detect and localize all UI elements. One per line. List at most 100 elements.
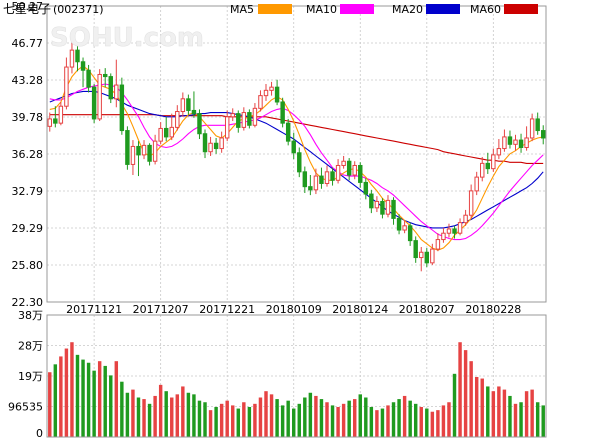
candle-body — [169, 126, 174, 138]
volume-bar — [286, 400, 290, 437]
volume-bar — [474, 376, 479, 437]
candle-body — [175, 111, 180, 128]
volume-bar — [258, 397, 263, 437]
volume-bar — [463, 350, 468, 437]
candle-body — [302, 171, 308, 188]
candle-body — [452, 228, 457, 234]
candle-body — [197, 113, 202, 135]
volume-bar — [386, 405, 390, 437]
volume-bar — [402, 395, 407, 437]
candle-body — [80, 61, 86, 71]
volume-bar — [491, 391, 496, 437]
candle — [324, 165, 330, 187]
candle-body — [424, 251, 430, 264]
volume-bar — [436, 410, 440, 437]
candle — [402, 220, 407, 234]
candle — [191, 91, 197, 118]
candle — [102, 68, 108, 88]
volume-bar — [269, 394, 274, 437]
candle-body — [202, 133, 208, 153]
candle — [335, 159, 341, 184]
candle-body — [541, 130, 546, 139]
volume-bar — [192, 394, 196, 437]
label-layer: 七星电子 (002371) SOHU.com 50.27 46.77 43.28 39… — [3, 0, 521, 440]
candle — [541, 125, 546, 145]
legend-label-ma60: MA60 — [470, 3, 501, 16]
candle-body — [186, 98, 191, 111]
stock-code: (002371) — [53, 3, 104, 16]
candle-body — [496, 148, 502, 156]
volume-bar — [219, 403, 224, 437]
candle-body — [219, 137, 224, 150]
candle-body — [513, 139, 518, 145]
volume-bar — [397, 399, 401, 437]
volume-bar — [158, 384, 163, 437]
candle — [319, 167, 324, 189]
volume-bar — [64, 348, 69, 437]
candle-body — [58, 105, 64, 124]
candle — [236, 110, 241, 133]
ma60-layer — [49, 114, 544, 164]
candle-body — [446, 228, 452, 234]
candle — [274, 79, 280, 106]
volume-bar — [236, 408, 241, 437]
volume-bar — [53, 364, 58, 437]
candle — [535, 112, 540, 135]
price-tick-label: 32.79 — [12, 185, 44, 198]
candle — [58, 101, 64, 126]
candle — [247, 109, 252, 129]
volume-bar — [81, 359, 85, 437]
candle — [346, 158, 352, 181]
volume-bar — [253, 403, 257, 437]
candle — [502, 129, 507, 152]
candle-body — [108, 76, 113, 100]
volume-bar — [208, 410, 213, 437]
legend-swatch-ma60 — [504, 4, 538, 14]
volume-bar — [109, 375, 113, 437]
candle — [513, 134, 518, 151]
legend-swatch-ma10 — [340, 4, 374, 14]
candle — [219, 131, 224, 153]
candle — [280, 97, 285, 128]
volume-tick-label: 38万 — [18, 309, 43, 322]
candle-body — [346, 160, 352, 176]
volume-bar — [347, 400, 351, 437]
candle — [457, 218, 463, 236]
volume-bar — [242, 402, 246, 437]
volume-bar — [408, 400, 412, 437]
volume-bar — [469, 361, 473, 437]
candle — [369, 189, 374, 214]
candle — [358, 162, 363, 188]
candle-body — [441, 232, 446, 241]
volume-bar — [369, 406, 374, 437]
candle-body — [419, 251, 424, 259]
volume-bar — [413, 403, 418, 437]
legend-label-ma10: MA10 — [306, 3, 337, 16]
candle — [480, 157, 485, 182]
candle — [53, 106, 58, 128]
volume-bar — [319, 399, 324, 437]
legend: MA5 MA10 MA20 MA60 — [230, 3, 538, 16]
candle — [291, 132, 296, 160]
volume-bar — [264, 391, 268, 437]
candle — [224, 110, 230, 142]
candle — [75, 44, 80, 72]
candle-body — [191, 109, 197, 115]
candle-body — [91, 86, 97, 120]
volume-bar — [247, 406, 252, 437]
volume-bar — [70, 342, 74, 437]
volume-bar — [280, 405, 285, 437]
candle-body — [352, 164, 357, 176]
volume-bar — [225, 400, 229, 437]
volume-bar — [352, 399, 357, 437]
candle-body — [535, 118, 540, 132]
candle — [430, 243, 435, 265]
candle — [435, 233, 441, 252]
candle-body — [224, 116, 230, 139]
candle-body — [518, 139, 524, 148]
candle-body — [141, 144, 147, 156]
candle-body — [263, 89, 269, 97]
volume-bar — [425, 408, 429, 437]
candle-body — [53, 118, 58, 124]
